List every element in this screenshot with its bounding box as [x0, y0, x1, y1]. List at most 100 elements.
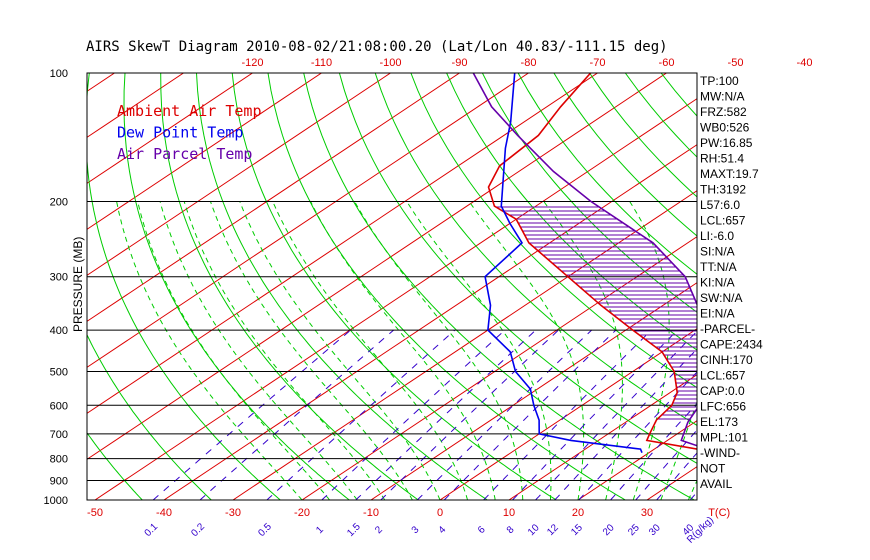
pressure-tick-label: 400: [50, 325, 68, 337]
isotherm-line: [232, 190, 697, 500]
bottom-temp-tick-label: -50: [87, 507, 103, 519]
index-entry: CINH:170: [700, 353, 753, 367]
legend-entry-air-parcel-temp: Air Parcel Temp: [117, 145, 252, 163]
mixing-ratio-label: 12: [545, 522, 561, 538]
legend-entry-dew-point-temp: Dew Point Temp: [117, 124, 243, 142]
mixing-ratio-label: 8: [505, 524, 517, 536]
plot-area: [0, 73, 870, 500]
top-temp-tick-label: -60: [659, 57, 675, 69]
plot-frame: [86, 72, 698, 501]
mixing-ratio-label: 0.2: [189, 521, 207, 539]
pressure-tick-label: 100: [50, 68, 68, 80]
pressure-tick-label: 700: [50, 429, 68, 441]
dry-adiabat-line: [0, 73, 4, 500]
mixing-ratio-label: 2: [373, 524, 385, 536]
index-entry: RH:51.4: [700, 152, 744, 166]
moist-adiabat-line: [159, 201, 358, 500]
index-entry: WB0:526: [700, 121, 750, 135]
isotherm-line: [439, 328, 697, 500]
index-entry: AVAIL: [700, 477, 733, 491]
isotherm-line: [163, 144, 697, 500]
mixing-ratio-label: 1.5: [345, 521, 363, 539]
pressure-tick-label: 300: [50, 272, 68, 284]
mixing-ratio-line: [355, 329, 537, 500]
index-entry: NOT: [700, 462, 726, 476]
mixing-ratio-label: 3: [410, 524, 422, 536]
pressure-tick-label: 600: [50, 400, 68, 412]
top-temp-tick-label: -80: [521, 57, 537, 69]
mixing-ratio-line: [416, 329, 592, 500]
top-temp-tick-labels: -120 -110 -100 -90 -80 -70 -60 -50 -40: [241, 57, 812, 69]
isotherm-line: [508, 374, 697, 500]
bottom-temp-tick-label: -20: [294, 507, 310, 519]
isotherm-line: [0, 73, 46, 500]
isotherm-line: [87, 73, 598, 414]
mixing-ratio-label: 4: [437, 524, 449, 536]
top-temp-tick-label: -90: [452, 57, 468, 69]
mixing-ratio-label: 15: [569, 522, 585, 538]
index-entry: CAP:0.0: [700, 384, 745, 398]
dry-adiabat-line: [733, 73, 870, 500]
index-entry: KI:N/A: [700, 276, 735, 290]
ambient-line: [487, 73, 697, 450]
pressure-tick-label: 200: [50, 197, 68, 209]
dry-adiabat-line: [87, 73, 281, 500]
top-temp-tick-label: -70: [590, 57, 606, 69]
index-entry: LCL:657: [700, 369, 746, 383]
index-entry: LI:-6.0: [700, 229, 734, 243]
bottom-temp-tick-label: -40: [156, 507, 172, 519]
mixing-ratio-label: 1: [314, 524, 326, 536]
pressure-tick-labels: 100 200 300 400 500 600 700 800 900 1000: [44, 68, 68, 507]
top-temp-tick-label: -120: [241, 57, 263, 69]
dry-adiabat-line: [768, 73, 870, 500]
index-entry: LFC:656: [700, 400, 746, 414]
bottom-temp-tick-label: 20: [572, 507, 584, 519]
moist-adiabat-line: [629, 201, 670, 500]
mixing-ratio-label: 0.1: [143, 521, 161, 539]
y-axis-label: PRESSURE (MB): [71, 237, 85, 332]
top-temp-tick-label: -40: [797, 57, 813, 69]
index-entry: CAPE:2434: [700, 338, 763, 352]
mixing-ratio-line: [443, 329, 617, 500]
dry-adiabat-line: [840, 73, 870, 500]
dry-adiabat-line: [410, 73, 697, 389]
index-entry: EL:173: [700, 415, 738, 429]
bottom-temp-tick-label: T(C): [708, 507, 730, 519]
dry-adiabat-line: [267, 73, 626, 500]
dry-adiabat-line: [196, 73, 488, 500]
cape-hatching: [495, 206, 697, 420]
index-entry: -PARCEL-: [700, 322, 755, 336]
index-entry: TH:3192: [700, 183, 746, 197]
parcel-line: [472, 73, 697, 447]
isotherm-line: [87, 73, 322, 230]
chart-title: AIRS SkewT Diagram 2010-08-02/21:08:00.2…: [86, 39, 668, 55]
moist-adiabat-line: [116, 201, 303, 500]
index-entry: L57:6.0: [700, 198, 740, 212]
top-temp-tick-label: -100: [379, 57, 401, 69]
moist-adiabat-line: [543, 201, 623, 500]
dry-adiabat-line: [374, 73, 697, 426]
mixing-ratio-label: 20: [601, 522, 617, 538]
index-entry: PW:16.85: [700, 136, 753, 150]
isotherm-line: [370, 282, 697, 500]
dewpoint-line: [484, 73, 643, 454]
moist-adiabat-line: [239, 201, 441, 500]
pressure-tick-label: 1000: [44, 495, 68, 507]
isotherm-line: [87, 73, 253, 184]
mixing-ratio-labels: 0.1 0.2 0.5 1 1.5 2 3 4 6 8 10 12 15 20 25 30 40R(g/kg): [143, 515, 716, 546]
index-entry: MPL:101: [700, 431, 748, 445]
moist-adiabat-line: [210, 201, 413, 500]
mixing-ratio-label: 10: [526, 522, 542, 538]
index-entry: TT:N/A: [700, 260, 737, 274]
dry-adiabat-line: [160, 73, 419, 500]
isotherm-line: [87, 73, 391, 276]
legend: Ambient Air Temp Dew Point Temp Air Parcel…: [117, 102, 262, 163]
mixing-ratio-line: [380, 329, 559, 500]
mixing-ratio-line: [199, 329, 394, 500]
isotherm-line: [854, 73, 870, 500]
bottom-temp-tick-label: 0: [437, 507, 443, 519]
index-entry: MAXT:19.7: [700, 167, 759, 181]
mixing-ratio-label: 30: [647, 522, 663, 538]
